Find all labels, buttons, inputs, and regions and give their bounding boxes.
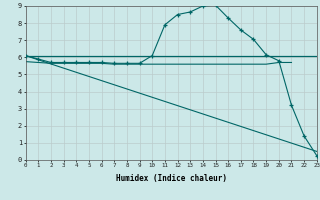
X-axis label: Humidex (Indice chaleur): Humidex (Indice chaleur): [116, 174, 227, 183]
